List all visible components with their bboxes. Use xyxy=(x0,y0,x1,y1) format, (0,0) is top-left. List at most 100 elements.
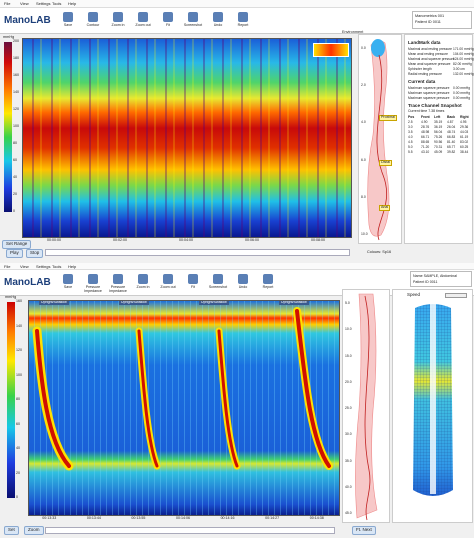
scrollbar[interactable] xyxy=(45,249,350,256)
toolbar-button[interactable]: Fit xyxy=(181,272,205,294)
toolbar-button[interactable]: Contour xyxy=(81,10,105,32)
menu-item[interactable]: File xyxy=(4,0,11,6)
table-cell: 36.19 xyxy=(434,125,443,129)
scale-tick-label: 80 xyxy=(16,397,20,401)
scale-tick-label: 60 xyxy=(16,421,20,426)
time-axis: 00:00:00 00:02:00 00:04:00 00:06:00 00:08:00 xyxy=(22,238,352,245)
event-row: Upright/Swallow Upright/Swallow Upright/Sw… xyxy=(29,300,339,308)
table-header: Back xyxy=(447,115,456,119)
field-value: 3.00 cm xyxy=(453,67,465,71)
field-label: Maximum squeeze pressure xyxy=(408,91,450,95)
button-icon xyxy=(188,12,198,22)
speed-select[interactable] xyxy=(445,293,467,298)
event-label: Upright/Swallow xyxy=(119,300,149,305)
button-label: Zoom in xyxy=(111,23,125,27)
toolbar-button[interactable]: Zoom in xyxy=(106,10,130,32)
field-value: 132.00 mmHg xyxy=(453,72,474,76)
button-icon xyxy=(263,274,273,284)
table-cell: 90.56 xyxy=(434,140,443,144)
panel-text: Current time 7.38 times xyxy=(408,109,445,113)
button-icon xyxy=(238,274,248,284)
menu-item[interactable]: File xyxy=(4,263,11,269)
menu-item[interactable]: View xyxy=(20,0,29,6)
depth-label: 40.0 xyxy=(345,484,352,489)
toolbar-button[interactable]: Report xyxy=(256,272,280,294)
scale-tick-label: 140 xyxy=(16,323,22,328)
field-label: Maximum squeeze pressure xyxy=(408,86,450,90)
button-label: Screenshot xyxy=(208,285,228,289)
event-label: Upright/Swallow xyxy=(199,300,229,305)
menu-item[interactable]: Settings xyxy=(36,0,51,6)
colours-label: Colours: Sp16 xyxy=(367,250,392,254)
table-cell: 81.40 xyxy=(447,140,456,144)
depth-label: 35.0 xyxy=(345,458,352,463)
button-label: Undo xyxy=(213,23,223,27)
table-cell: 4.0 xyxy=(408,135,413,139)
table-cell: 4.95 xyxy=(460,120,467,124)
table-cell: 4.5 xyxy=(408,140,413,144)
toolbar-button[interactable]: Zoom out xyxy=(156,272,180,294)
toolbar-button[interactable]: Fit xyxy=(156,10,180,32)
field-value: 0.00 mmHg xyxy=(453,96,471,100)
probe-diagram: 5.0 10.0 15.0 20.0 25.0 30.0 35.0 40.0 45.0 xyxy=(342,289,390,523)
stop-button[interactable]: Stop xyxy=(26,249,44,258)
sensor-tag: Anal xyxy=(379,205,391,211)
play-button[interactable]: Play xyxy=(6,249,23,258)
header-line: Name SAMPLE, Abdominal xyxy=(413,274,457,278)
menu-item[interactable]: Help xyxy=(68,263,77,269)
menu-item[interactable]: Tools xyxy=(52,0,62,6)
field-label: Maximal anal squeeze pressure xyxy=(408,57,455,61)
button-label: Report xyxy=(262,285,274,289)
toolbar-button[interactable]: Undo xyxy=(231,272,255,294)
scale-tick-label: 120 xyxy=(16,348,22,352)
depth-label: 10.0 xyxy=(361,232,368,236)
toolbar-button[interactable]: Pressure Impedance xyxy=(81,272,105,294)
pressure-heatmap: Upright/Swallow Upright/Swallow Upright/Sw… xyxy=(28,300,340,516)
toolbar-button[interactable]: Pressure Impedance xyxy=(106,272,130,294)
time-label: 00:13:33 xyxy=(42,516,57,520)
toolbar-button[interactable]: Save xyxy=(56,272,80,294)
toolbar-button[interactable]: Zoom in xyxy=(131,272,155,294)
time-label: 00:06:00 xyxy=(245,238,259,242)
toolbar-button[interactable]: Screenshot xyxy=(206,272,230,294)
scrollbar[interactable] xyxy=(45,527,335,534)
toolbar-button[interactable]: Zoom out xyxy=(131,10,155,32)
scale-tick-label: 40 xyxy=(16,446,20,450)
button-label: Contour xyxy=(86,23,100,27)
time-axis: 00:13:33 00:13:44 00:13:55 00:14:06 00:14:16… xyxy=(28,516,340,523)
table-header: Front xyxy=(421,115,430,119)
toolbar-button[interactable]: Screenshot xyxy=(181,10,205,32)
next-button[interactable]: Ft. Next xyxy=(352,526,376,535)
set-button[interactable]: Set xyxy=(4,526,19,535)
scale-tick-label: 80 xyxy=(13,141,17,145)
sensor-tag: Proximal xyxy=(379,115,397,121)
table-cell: 4.87 xyxy=(447,120,454,124)
time-label: 00:00:00 xyxy=(47,238,61,242)
toolbar-button[interactable]: Undo xyxy=(206,10,230,32)
menu-item[interactable]: Help xyxy=(68,0,77,6)
event-label: Upright/Swallow xyxy=(39,300,69,305)
toolbar-button[interactable]: Report xyxy=(231,10,255,32)
time-label: 00:14:27 xyxy=(265,516,280,520)
time-label: 00:04:00 xyxy=(179,238,193,242)
menu-item[interactable]: Tools xyxy=(52,263,62,269)
button-label: Undo xyxy=(238,285,248,289)
set-range-button[interactable]: Set Range xyxy=(2,240,32,249)
toolbar-button[interactable]: Save xyxy=(56,10,80,32)
table-cell: 56.04 xyxy=(434,130,443,134)
button-label: Report xyxy=(237,23,249,27)
button-icon xyxy=(163,274,173,284)
field-label: Maximal anal resting pressure xyxy=(408,47,452,51)
zoom-button[interactable]: Zoom xyxy=(24,526,44,535)
button-icon xyxy=(113,12,123,22)
button-label: Fit xyxy=(166,23,170,27)
button-icon xyxy=(88,12,98,22)
button-label: Save xyxy=(63,23,73,27)
logo: ManoLAB xyxy=(4,277,51,288)
field-label: Sphincter length xyxy=(408,67,432,71)
button-label: Pressure Impedance xyxy=(109,285,127,293)
menu-item[interactable]: View xyxy=(20,263,29,269)
menu-item[interactable]: Settings xyxy=(36,263,51,269)
menu-bar: File View Settings Tools Help xyxy=(0,263,474,270)
